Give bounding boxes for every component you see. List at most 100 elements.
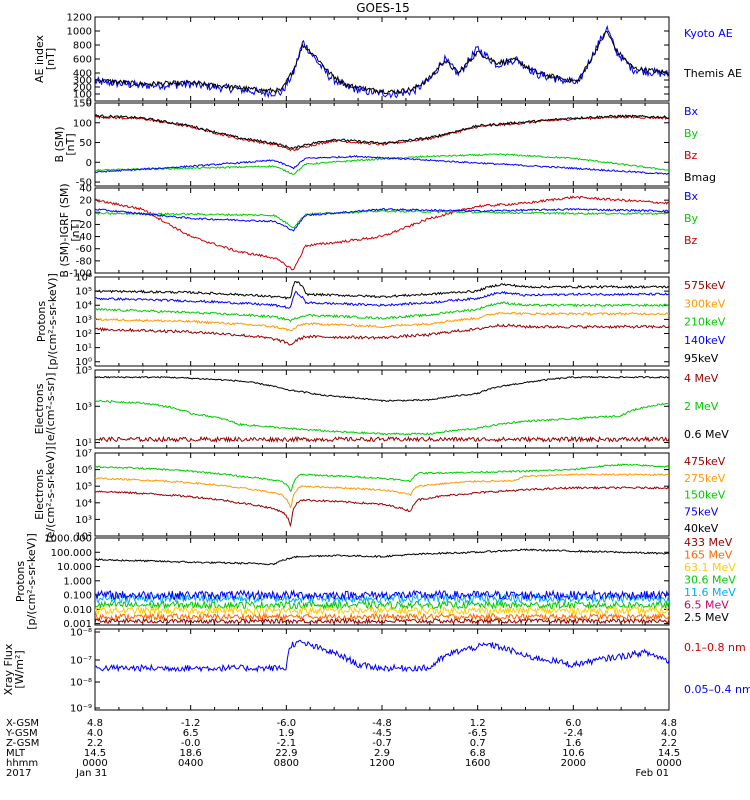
series-line-575kev bbox=[95, 323, 669, 346]
axis-row-value: -6.0 bbox=[277, 718, 297, 729]
y-tick-label: 100 bbox=[73, 90, 92, 101]
y-axis-label: Protons bbox=[14, 561, 27, 602]
y-tick-label: 1000 bbox=[67, 27, 92, 38]
axis-row-value: 1.2 bbox=[470, 718, 486, 729]
series-line-kyoto-ae bbox=[95, 24, 669, 99]
axis-row-label: Y-GSM bbox=[5, 728, 38, 739]
y-tick-label: 10¹ bbox=[75, 343, 92, 354]
series-line-95kev bbox=[95, 280, 669, 300]
axis-row-value: 14.5 bbox=[84, 748, 106, 759]
axis-row-value: 4.0 bbox=[661, 728, 677, 739]
series-line-0-6-mev bbox=[95, 375, 669, 403]
legend-entry: 40keV bbox=[684, 522, 719, 535]
series-line-275kev bbox=[95, 473, 669, 509]
series-line-140kev bbox=[95, 290, 669, 309]
axis-row-value: -6.5 bbox=[468, 728, 488, 739]
series-line-475kev bbox=[95, 485, 669, 528]
axis-row-value: 0000 bbox=[656, 758, 681, 769]
y-tick-label: -40 bbox=[76, 232, 92, 243]
y-axis-label: Xray Flux bbox=[2, 643, 15, 695]
panel-frame bbox=[94, 452, 670, 537]
axis-row-value: -4.5 bbox=[372, 728, 392, 739]
axis-row-value: 1.9 bbox=[278, 728, 294, 739]
y-tick-label: 100 bbox=[73, 118, 92, 129]
y-tick-label: 10⁵ bbox=[75, 287, 92, 298]
legend-entry: Bx bbox=[684, 190, 699, 203]
y-tick-label: 10⁵ bbox=[75, 366, 92, 377]
legend-entry: 0.6 MeV bbox=[684, 428, 729, 441]
axis-row-value: 1200 bbox=[369, 758, 394, 769]
panel-frame bbox=[94, 369, 670, 449]
legend-entry: Bz bbox=[684, 234, 698, 247]
series-line-433-mev bbox=[95, 617, 669, 625]
y-tick-label: 10³ bbox=[75, 402, 92, 413]
y-tick-label: 150 bbox=[73, 99, 92, 110]
axis-row-value: Jan 31 bbox=[75, 768, 107, 779]
legend-entry: 275keV bbox=[684, 472, 726, 485]
series-line-2-mev bbox=[95, 399, 669, 436]
y-tick-label: 10⁶ bbox=[75, 273, 92, 284]
axis-row-label: Z-GSM bbox=[6, 738, 39, 749]
legend-entry: Bz bbox=[684, 149, 698, 162]
axis-row-value: 4.8 bbox=[661, 718, 677, 729]
series-line-by bbox=[95, 153, 669, 175]
axis-row-value: 6.5 bbox=[183, 728, 199, 739]
legend-entry: 0.1–0.8 nm bbox=[684, 641, 746, 654]
series-line-150kev bbox=[95, 463, 669, 493]
y-tick-label: 50 bbox=[79, 138, 92, 149]
y-tick-label: 10² bbox=[75, 532, 92, 543]
y-tick-label: 10³ bbox=[75, 315, 92, 326]
series-line-bx bbox=[95, 154, 669, 176]
y-tick-label: 10³ bbox=[75, 515, 92, 526]
axis-row-label: hhmm bbox=[6, 758, 38, 769]
legend-entry: 2 MeV bbox=[684, 400, 719, 413]
axis-row-value: 2.2 bbox=[87, 738, 103, 749]
axis-row-value: 2.2 bbox=[661, 738, 677, 749]
legend-entry: 300keV bbox=[684, 297, 726, 310]
y-tick-label: 0.010 bbox=[63, 605, 92, 616]
y-tick-label: 0 bbox=[86, 208, 92, 219]
legend-entry: 2.5 MeV bbox=[684, 611, 729, 624]
y-axis-units: [nT] bbox=[64, 133, 77, 155]
legend-entry: 0.05–0.4 nm bbox=[684, 683, 750, 696]
y-tick-label: 0.100 bbox=[63, 591, 92, 602]
legend-entry: 4 MeV bbox=[684, 372, 719, 385]
axis-row-value: 1.6 bbox=[565, 738, 581, 749]
legend-entry: 150keV bbox=[684, 489, 726, 502]
y-tick-label: 10⁻⁸ bbox=[70, 678, 92, 689]
series-line-bz bbox=[95, 115, 669, 152]
legend-entry: 140keV bbox=[684, 334, 726, 347]
series-line-6-5-mev bbox=[95, 589, 669, 601]
y-tick-label: 0.001 bbox=[63, 619, 92, 630]
axis-row-value: 1600 bbox=[465, 758, 490, 769]
panel-7: 0.001 0.010 0.100 1.000 10.000 100.000 1000.00… bbox=[14, 533, 736, 630]
axis-row-value: 4.8 bbox=[87, 718, 103, 729]
axis-row-value: 0400 bbox=[178, 758, 203, 769]
series-line-2-5-mev bbox=[95, 548, 669, 566]
axis-row-value: -2.4 bbox=[564, 728, 584, 739]
panel-frame bbox=[94, 16, 670, 102]
y-tick-label: 10¹ bbox=[75, 438, 92, 449]
axis-row-value: 10.6 bbox=[562, 748, 584, 759]
y-tick-label: 1000.000 bbox=[44, 534, 92, 545]
axis-row-value: 2000 bbox=[561, 758, 586, 769]
legend-entry: 6.5 MeV bbox=[684, 599, 729, 612]
y-tick-label: 0 bbox=[86, 158, 92, 169]
panel-frame bbox=[94, 276, 670, 367]
axis-row-value: -0.0 bbox=[181, 738, 201, 749]
y-tick-label: 10⁻⁷ bbox=[70, 656, 92, 667]
series-line-300kev bbox=[95, 311, 669, 332]
panel-5: 10¹ 10³ 10⁵ Electrons[e/(cm²-s-sr)] 4 MeV 2 M… bbox=[33, 366, 729, 450]
axis-row-label: 2017 bbox=[6, 768, 31, 779]
y-tick-label: 10⁵ bbox=[75, 482, 92, 493]
legend-entry: 575keV bbox=[684, 279, 726, 292]
legend-entry: 210keV bbox=[684, 316, 726, 329]
y-axis-units: [e/(cm²-s-sr-keV)] bbox=[44, 446, 57, 542]
axis-row-value: -0.7 bbox=[372, 738, 392, 749]
panel-8: 10⁻⁸ 10⁻⁷ 10⁻⁸ 10⁻⁹ Xray Flux[W/m²] 0.1–0.8 n… bbox=[2, 628, 750, 715]
chart-title: GOES-15 bbox=[356, 1, 410, 15]
axis-row-value: 18.6 bbox=[180, 748, 202, 759]
axis-row-value: -2.1 bbox=[277, 738, 297, 749]
legend-entry: By bbox=[684, 127, 699, 140]
